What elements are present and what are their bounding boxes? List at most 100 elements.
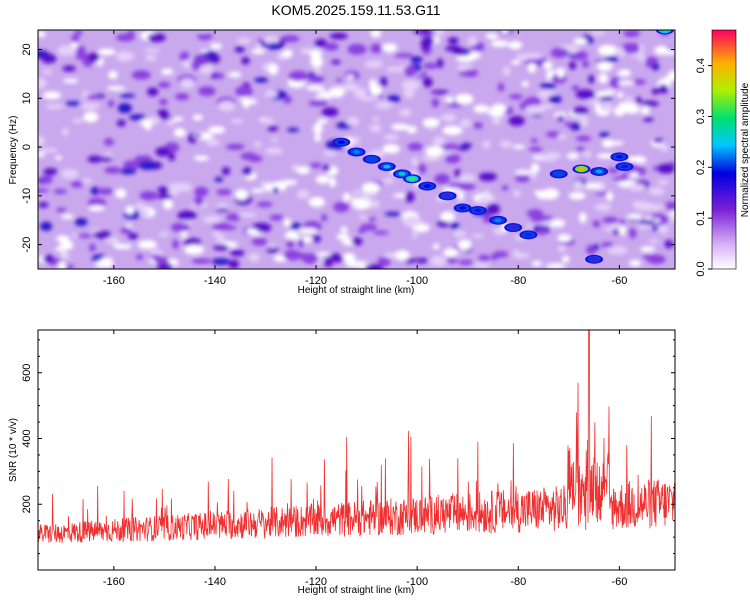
heatmap-cell [156, 262, 173, 269]
heatmap-cell [519, 101, 528, 110]
heatmap-cell [347, 43, 367, 55]
heatmap-cell [437, 220, 450, 228]
heatmap-cell [407, 142, 423, 151]
heatmap-cell [572, 106, 589, 115]
heatmap-cell [180, 78, 195, 89]
x-tick-label: -60 [611, 275, 627, 287]
heatmap-cell [667, 70, 675, 79]
heatmap-cell [360, 223, 378, 231]
heatmap-cell [567, 44, 578, 54]
heatmap-cell [534, 190, 547, 196]
heatmap-cell [385, 66, 403, 72]
heatmap-cell [71, 233, 79, 238]
heatmap-cell [208, 126, 226, 134]
heatmap-cell [627, 183, 646, 192]
heatmap-cell [642, 254, 656, 260]
heatmap-cell [558, 244, 566, 253]
heatmap-cell [643, 116, 654, 122]
heatmap-cell [370, 30, 382, 38]
heatmap-cell [329, 177, 336, 188]
heatmap-cell [415, 258, 429, 264]
heatmap-cell [660, 145, 669, 152]
heatmap-cell [161, 68, 174, 75]
heatmap-cell [210, 43, 223, 50]
heatmap-cell [82, 178, 92, 184]
heatmap-peak-core [459, 206, 467, 210]
heatmap-cell [213, 244, 229, 251]
heatmap-cell [444, 153, 461, 164]
heatmap-cell [157, 193, 173, 200]
heatmap-cell [143, 48, 161, 53]
heatmap-cell [281, 49, 293, 58]
heatmap-cell [268, 64, 279, 75]
heatmap-cell [54, 246, 65, 252]
heatmap-cell [318, 91, 333, 97]
heatmap-cell [583, 182, 601, 190]
heatmap-cell [447, 183, 463, 189]
heatmap-cell [261, 118, 275, 124]
heatmap-cell [298, 228, 318, 234]
heatmap-cell [38, 202, 49, 208]
heatmap-cell [648, 187, 665, 196]
heatmap-cell [500, 140, 512, 149]
heatmap-cell [508, 115, 525, 126]
heatmap-cell [393, 53, 414, 58]
heatmap-cell [139, 191, 159, 201]
heatmap-cell [432, 243, 440, 250]
heatmap-cell [87, 52, 100, 63]
heatmap-cell [310, 234, 321, 243]
heatmap-cell [629, 259, 641, 267]
y-tick-label: 400 [21, 429, 33, 447]
heatmap-cell [607, 245, 628, 255]
heatmap-cell [633, 156, 647, 164]
x-tick-label: -160 [103, 576, 125, 588]
heatmap-cell [38, 135, 46, 146]
snr-y-ticks: 200 400 600 [21, 339, 675, 555]
y-tick-label: 600 [21, 364, 33, 382]
heatmap-cell [598, 73, 608, 84]
heatmap-cell [491, 116, 501, 125]
heatmap-cell [386, 95, 401, 102]
heatmap-cell [531, 138, 538, 144]
heatmap-cell [314, 133, 321, 142]
heatmap-cell [351, 237, 363, 246]
heatmap-cell [89, 243, 96, 252]
heatmap-cell [62, 65, 76, 72]
heatmap-cell [457, 239, 472, 251]
heatmap-cell [440, 113, 457, 122]
heatmap-cell [168, 187, 179, 197]
heatmap-cell [624, 96, 634, 101]
heatmap-cell [478, 254, 490, 262]
heatmap-cell [194, 133, 202, 138]
heatmap-peak-core [509, 225, 517, 230]
heatmap-cell [663, 201, 675, 211]
heatmap-cell [373, 230, 389, 235]
heatmap-cell [296, 189, 310, 199]
heatmap-cell [372, 117, 380, 122]
heatmap-cell [56, 235, 70, 243]
heatmap-cell [38, 152, 46, 157]
colorbar-tick-label: 0.2 [695, 160, 707, 175]
heatmap-cell [296, 166, 310, 175]
heatmap-cell [557, 133, 567, 140]
heatmap-cell [263, 35, 280, 44]
heatmap-cell [352, 198, 371, 210]
heatmap-cell [157, 109, 169, 118]
heatmap-cell [88, 205, 105, 212]
heatmap-cell [564, 122, 573, 127]
heatmap-cell [144, 54, 157, 62]
heatmap-cell [74, 30, 83, 36]
heatmap-cell [361, 182, 380, 194]
heatmap-cell [240, 152, 258, 160]
heatmap-cell [568, 61, 577, 70]
heatmap-cell [168, 152, 176, 162]
heatmap-cell [401, 80, 421, 90]
heatmap-cell [635, 96, 642, 104]
heatmap-cell [596, 153, 615, 159]
x-tick-label: -100 [406, 275, 428, 287]
heatmap-cell [597, 44, 618, 56]
heatmap-cell [440, 211, 456, 222]
heatmap-cell [80, 102, 101, 110]
y-tick-label: 20 [21, 43, 33, 55]
heatmap-peak-core [337, 140, 345, 144]
